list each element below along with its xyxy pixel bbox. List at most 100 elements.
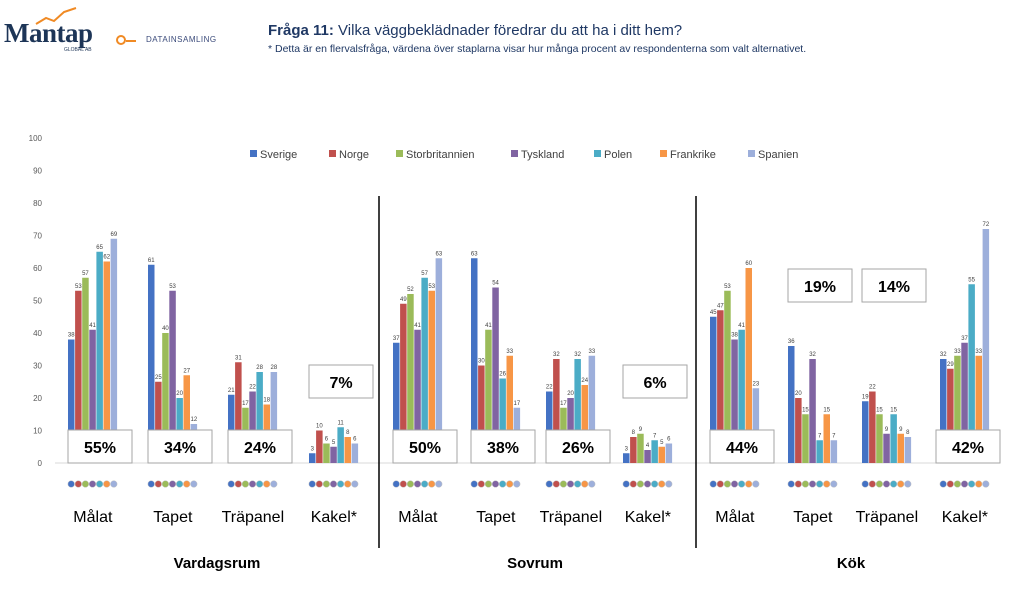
flag-icon bbox=[581, 480, 589, 488]
flag-icon bbox=[322, 480, 330, 488]
data-label: 27 bbox=[183, 368, 190, 374]
data-label: 53 bbox=[75, 284, 82, 290]
data-label: 32 bbox=[574, 352, 581, 358]
data-label: 3 bbox=[625, 446, 629, 452]
flag-icon bbox=[960, 480, 969, 488]
bar-frankrike bbox=[745, 268, 752, 463]
flag-icon bbox=[147, 480, 155, 488]
bar-norge bbox=[75, 290, 82, 463]
data-label: 38 bbox=[731, 333, 738, 339]
total-percent: 26% bbox=[562, 440, 594, 457]
flag-icon bbox=[574, 480, 582, 488]
data-label: 55 bbox=[968, 277, 975, 283]
bar-polen bbox=[816, 440, 823, 463]
flag-icon bbox=[421, 480, 429, 488]
bar-norge bbox=[235, 362, 242, 463]
data-label: 23 bbox=[753, 381, 760, 387]
data-label: 69 bbox=[111, 232, 118, 238]
y-tick-label: 90 bbox=[33, 167, 42, 176]
flag-icon bbox=[392, 480, 400, 488]
flag-icon bbox=[428, 480, 436, 488]
y-tick-label: 70 bbox=[33, 232, 42, 241]
room-label: Kök bbox=[837, 555, 866, 572]
flag-icon bbox=[103, 480, 111, 488]
bar-spanien bbox=[752, 388, 760, 463]
bar-spanien bbox=[435, 258, 443, 463]
data-label: 7 bbox=[832, 433, 836, 439]
total-percent: 14% bbox=[878, 279, 910, 296]
total-box bbox=[147, 429, 213, 464]
total-box bbox=[308, 364, 374, 399]
question-number: Fråga 11: bbox=[268, 22, 334, 39]
y-tick-label: 50 bbox=[33, 297, 42, 306]
bar-tyskland bbox=[644, 450, 651, 463]
data-label: 41 bbox=[414, 323, 421, 329]
flag-icon bbox=[329, 480, 338, 488]
data-label: 63 bbox=[471, 251, 478, 257]
data-label: 40 bbox=[162, 326, 169, 332]
flag-icon bbox=[81, 480, 89, 488]
flag-icon bbox=[723, 480, 731, 488]
logo-trend-icon bbox=[35, 7, 77, 25]
flag-icon bbox=[351, 480, 359, 488]
total-box bbox=[470, 429, 536, 464]
bar-norge bbox=[553, 359, 560, 463]
flag-icon bbox=[875, 480, 883, 488]
flag-icon bbox=[270, 480, 278, 488]
flag-icon bbox=[716, 480, 724, 488]
legend-label: Sverige bbox=[260, 149, 297, 161]
bar-spanien bbox=[351, 443, 359, 463]
bar-polen bbox=[256, 372, 263, 463]
data-label: 41 bbox=[738, 323, 745, 329]
bar-sverige bbox=[68, 339, 75, 463]
data-label: 32 bbox=[809, 352, 816, 358]
data-label: 20 bbox=[795, 391, 802, 397]
bar-spanien bbox=[588, 355, 596, 463]
flag-icon bbox=[801, 480, 809, 488]
room-label: Sovrum bbox=[507, 555, 563, 572]
bar-polen bbox=[337, 427, 344, 463]
flag-icon bbox=[830, 480, 838, 488]
legend-label: Tyskland bbox=[521, 149, 564, 161]
category-label: Kakel* bbox=[942, 509, 988, 526]
legend-swatch bbox=[748, 150, 755, 157]
bar-frankrike bbox=[103, 261, 110, 463]
bar-tyskland bbox=[169, 290, 176, 463]
bar-sverige bbox=[148, 264, 155, 463]
legend-swatch bbox=[660, 150, 667, 157]
data-label: 53 bbox=[428, 284, 435, 290]
total-percent: 6% bbox=[643, 375, 666, 392]
bar-tyskland bbox=[492, 287, 499, 463]
flag-icon bbox=[890, 480, 898, 488]
question-note: * Detta är en flervalsfråga, värdena öve… bbox=[268, 43, 807, 55]
flag-icon bbox=[545, 480, 553, 488]
flag-icon bbox=[787, 480, 795, 488]
data-label: 9 bbox=[639, 427, 643, 433]
flag-icon bbox=[506, 480, 514, 488]
data-label: 12 bbox=[191, 417, 198, 423]
data-label: 29 bbox=[947, 362, 954, 368]
bar-polen bbox=[890, 414, 897, 463]
data-label: 38 bbox=[68, 333, 75, 339]
bar-sverige bbox=[228, 394, 235, 463]
data-label: 7 bbox=[818, 433, 822, 439]
flag-icon bbox=[745, 480, 753, 488]
data-label: 9 bbox=[885, 427, 889, 433]
total-percent: 7% bbox=[329, 375, 352, 392]
category-label: Målat bbox=[398, 508, 438, 526]
bar-sverige bbox=[862, 401, 869, 463]
data-label: 57 bbox=[421, 271, 428, 277]
flag-icon bbox=[234, 480, 242, 488]
flag-icon bbox=[808, 480, 817, 488]
total-box bbox=[787, 268, 853, 303]
flag-icon bbox=[882, 480, 891, 488]
data-label: 28 bbox=[271, 365, 278, 371]
data-label: 26 bbox=[499, 372, 506, 378]
total-percent: 34% bbox=[164, 440, 196, 457]
data-label: 15 bbox=[890, 407, 897, 413]
bar-sverige bbox=[788, 346, 795, 463]
data-label: 3 bbox=[311, 446, 315, 452]
data-label: 17 bbox=[242, 401, 249, 407]
total-percent: 19% bbox=[804, 279, 836, 296]
